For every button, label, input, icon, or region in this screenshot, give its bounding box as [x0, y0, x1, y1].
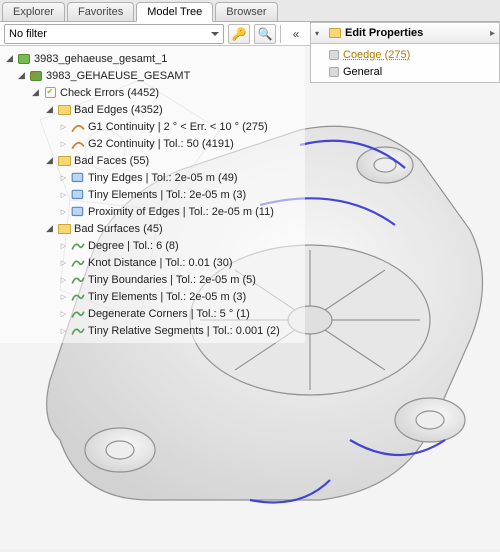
property-item-general[interactable]: General — [311, 63, 499, 80]
tree-node[interactable]: ▷ Tiny Boundaries | Tol.: 2e-05 m (5) — [2, 271, 303, 288]
tree-node[interactable]: ▷ Tiny Edges | Tol.: 2e-05 m (49) — [2, 169, 303, 186]
expand-toggle-icon[interactable]: ◢ — [16, 70, 27, 81]
expand-toggle-icon[interactable]: ▷ — [58, 291, 69, 302]
expand-toggle-icon[interactable]: ▷ — [58, 189, 69, 200]
tree-node-label: Bad Faces (55) — [74, 155, 149, 167]
tab-explorer[interactable]: Explorer — [2, 2, 65, 21]
properties-panel: ▾ Edit Properties ▸ Coedge (275) General — [310, 22, 500, 83]
tree-node-label: Tiny Elements | Tol.: 2e-05 m (3) — [88, 189, 246, 201]
filter-key-button[interactable]: 🔑 — [228, 24, 250, 44]
tree-node[interactable]: ◢ 3983_GEHAEUSE_GESAMT — [2, 67, 303, 84]
item-icon — [329, 67, 339, 77]
tree-node-label: Degenerate Corners | Tol.: 5 ° (1) — [88, 308, 250, 320]
tree-node[interactable]: ▷ Tiny Elements | Tol.: 2e-05 m (3) — [2, 288, 303, 305]
assembly-icon — [17, 52, 31, 66]
tab-browser[interactable]: Browser — [215, 2, 277, 21]
tree-node[interactable]: ▷ G2 Continuity | Tol.: 50 (4191) — [2, 135, 303, 152]
tree-node-label: G1 Continuity | 2 ° < Err. < 10 ° (275) — [88, 121, 268, 133]
search-button[interactable]: 🔍 — [254, 24, 276, 44]
toolbar-divider — [280, 25, 281, 43]
tree-node-label: Knot Distance | Tol.: 0.01 (30) — [88, 257, 233, 269]
properties-header[interactable]: ▾ Edit Properties ▸ — [310, 22, 500, 44]
search-icon: 🔍 — [258, 27, 273, 41]
expand-toggle-icon[interactable]: ▷ — [58, 274, 69, 285]
surface-icon — [71, 273, 85, 287]
folder-icon — [329, 28, 341, 38]
tree-node-label: Tiny Relative Segments | Tol.: 0.001 (2) — [88, 325, 280, 337]
surface-icon — [71, 290, 85, 304]
tree-node-label: Degree | Tol.: 6 (8) — [88, 240, 179, 252]
expand-toggle-icon[interactable]: ◢ — [44, 223, 55, 234]
tree-node-label: Tiny Elements | Tol.: 2e-05 m (3) — [88, 291, 246, 303]
expand-toggle-icon[interactable]: ◢ — [44, 155, 55, 166]
tree-node[interactable]: ◢ 3983_gehaeuse_gesamt_1 — [2, 50, 303, 67]
properties-title: Edit Properties — [345, 27, 486, 39]
face-icon — [71, 205, 85, 219]
folder-icon — [57, 222, 71, 236]
tree-node[interactable]: ▷ Proximity of Edges | Tol.: 2e-05 m (11) — [2, 203, 303, 220]
tab-favorites[interactable]: Favorites — [67, 2, 134, 21]
tree-node-label: Bad Edges (4352) — [74, 104, 163, 116]
collapse-caret-icon: ▾ — [315, 29, 325, 38]
expand-toggle-icon[interactable]: ▷ — [58, 308, 69, 319]
tree-node[interactable]: ◢ Bad Faces (55) — [2, 152, 303, 169]
edge-icon — [71, 120, 85, 134]
tree-node[interactable]: ▷ Degree | Tol.: 6 (8) — [2, 237, 303, 254]
expand-toggle-icon[interactable]: ◢ — [30, 87, 41, 98]
tree-node[interactable]: ◢ Bad Surfaces (45) — [2, 220, 303, 237]
property-label: General — [343, 66, 382, 78]
filter-value: No filter — [9, 28, 47, 40]
expand-toggle-icon[interactable]: ▷ — [58, 257, 69, 268]
tree-node-label: G2 Continuity | Tol.: 50 (4191) — [88, 138, 234, 150]
panel-collapse-button[interactable]: « — [285, 24, 307, 44]
expand-toggle-icon[interactable]: ▷ — [58, 121, 69, 132]
face-icon — [71, 171, 85, 185]
folder-icon — [57, 154, 71, 168]
tree-node[interactable]: ◢ Bad Edges (4352) — [2, 101, 303, 118]
surface-icon — [71, 256, 85, 270]
filter-combo[interactable]: No filter — [4, 24, 224, 44]
tree-node-label: Tiny Edges | Tol.: 2e-05 m (49) — [88, 172, 238, 184]
part-warn-icon — [29, 69, 43, 83]
check-icon — [43, 86, 57, 100]
surface-icon — [71, 239, 85, 253]
face-icon — [71, 188, 85, 202]
item-icon — [329, 50, 339, 60]
expand-toggle-icon[interactable]: ▷ — [58, 172, 69, 183]
tab-model-tree[interactable]: Model Tree — [136, 2, 213, 22]
edge-icon — [71, 137, 85, 151]
tree-node-label: 3983_gehaeuse_gesamt_1 — [34, 53, 167, 65]
surface-icon — [71, 307, 85, 321]
model-tree: ◢ 3983_gehaeuse_gesamt_1 ◢ 3983_GEHAEUSE_GE… — [0, 46, 305, 343]
tree-node-label: Tiny Boundaries | Tol.: 2e-05 m (5) — [88, 274, 256, 286]
chevron-left-icon: « — [293, 27, 300, 41]
key-icon: 🔑 — [232, 27, 247, 41]
tree-node[interactable]: ▷ Degenerate Corners | Tol.: 5 ° (1) — [2, 305, 303, 322]
property-item-coedge[interactable]: Coedge (275) — [311, 46, 499, 63]
tree-node-label: 3983_GEHAEUSE_GESAMT — [46, 70, 190, 82]
expand-toggle-icon[interactable]: ◢ — [44, 104, 55, 115]
tree-node-label: Bad Surfaces (45) — [74, 223, 163, 235]
tree-node[interactable]: ▷ Knot Distance | Tol.: 0.01 (30) — [2, 254, 303, 271]
expand-toggle-icon[interactable]: ▷ — [58, 206, 69, 217]
property-label: Coedge (275) — [343, 49, 410, 61]
tree-node-label: Proximity of Edges | Tol.: 2e-05 m (11) — [88, 206, 274, 218]
tree-node[interactable]: ▷ Tiny Elements | Tol.: 2e-05 m (3) — [2, 186, 303, 203]
expand-toggle-icon[interactable]: ▷ — [58, 240, 69, 251]
tree-node-label: Check Errors (4452) — [60, 87, 159, 99]
tab-bar: Explorer Favorites Model Tree Browser — [0, 0, 500, 22]
expand-toggle-icon[interactable]: ▷ — [58, 325, 69, 336]
chevron-right-icon: ▸ — [490, 28, 495, 39]
tree-node[interactable]: ▷ Tiny Relative Segments | Tol.: 0.001 (2… — [2, 322, 303, 339]
surface-icon — [71, 324, 85, 338]
folder-icon — [57, 103, 71, 117]
expand-toggle-icon[interactable]: ◢ — [4, 53, 15, 64]
properties-body: Coedge (275) General — [310, 44, 500, 83]
tree-node[interactable]: ▷ G1 Continuity | 2 ° < Err. < 10 ° (275) — [2, 118, 303, 135]
tree-node[interactable]: ◢ Check Errors (4452) — [2, 84, 303, 101]
expand-toggle-icon[interactable]: ▷ — [58, 138, 69, 149]
chevron-down-icon — [211, 32, 219, 36]
